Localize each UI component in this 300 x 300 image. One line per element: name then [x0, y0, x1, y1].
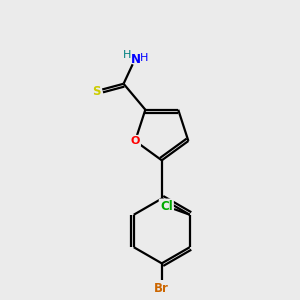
- Text: S: S: [92, 85, 101, 98]
- Text: Cl: Cl: [160, 200, 173, 213]
- Text: H: H: [140, 53, 148, 63]
- Text: O: O: [130, 136, 140, 146]
- Text: Br: Br: [154, 282, 169, 295]
- Text: H: H: [123, 50, 131, 60]
- Text: N: N: [131, 52, 141, 65]
